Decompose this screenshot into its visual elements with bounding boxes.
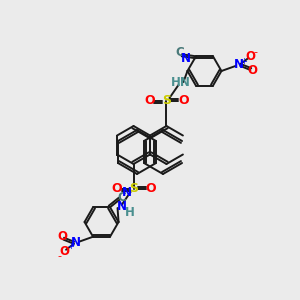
Text: N: N [71, 236, 81, 249]
Text: N: N [181, 52, 191, 65]
Text: +: + [240, 56, 247, 65]
Text: N: N [233, 58, 244, 71]
Text: O: O [111, 182, 122, 196]
Text: HN: HN [170, 76, 190, 89]
Text: -: - [57, 251, 61, 261]
Text: O: O [245, 50, 256, 62]
Text: C: C [176, 46, 184, 59]
Text: O: O [248, 64, 257, 77]
Text: O: O [57, 230, 67, 243]
Text: O: O [178, 94, 189, 107]
Text: N: N [116, 200, 127, 214]
Text: S: S [129, 182, 138, 196]
Text: -: - [254, 47, 257, 57]
Text: O: O [144, 94, 155, 107]
Text: +: + [68, 242, 74, 251]
Text: N: N [122, 186, 132, 199]
Text: O: O [59, 245, 69, 258]
Text: H: H [124, 206, 134, 218]
Text: C: C [118, 191, 126, 204]
Text: O: O [145, 182, 156, 196]
Text: S: S [162, 94, 171, 107]
